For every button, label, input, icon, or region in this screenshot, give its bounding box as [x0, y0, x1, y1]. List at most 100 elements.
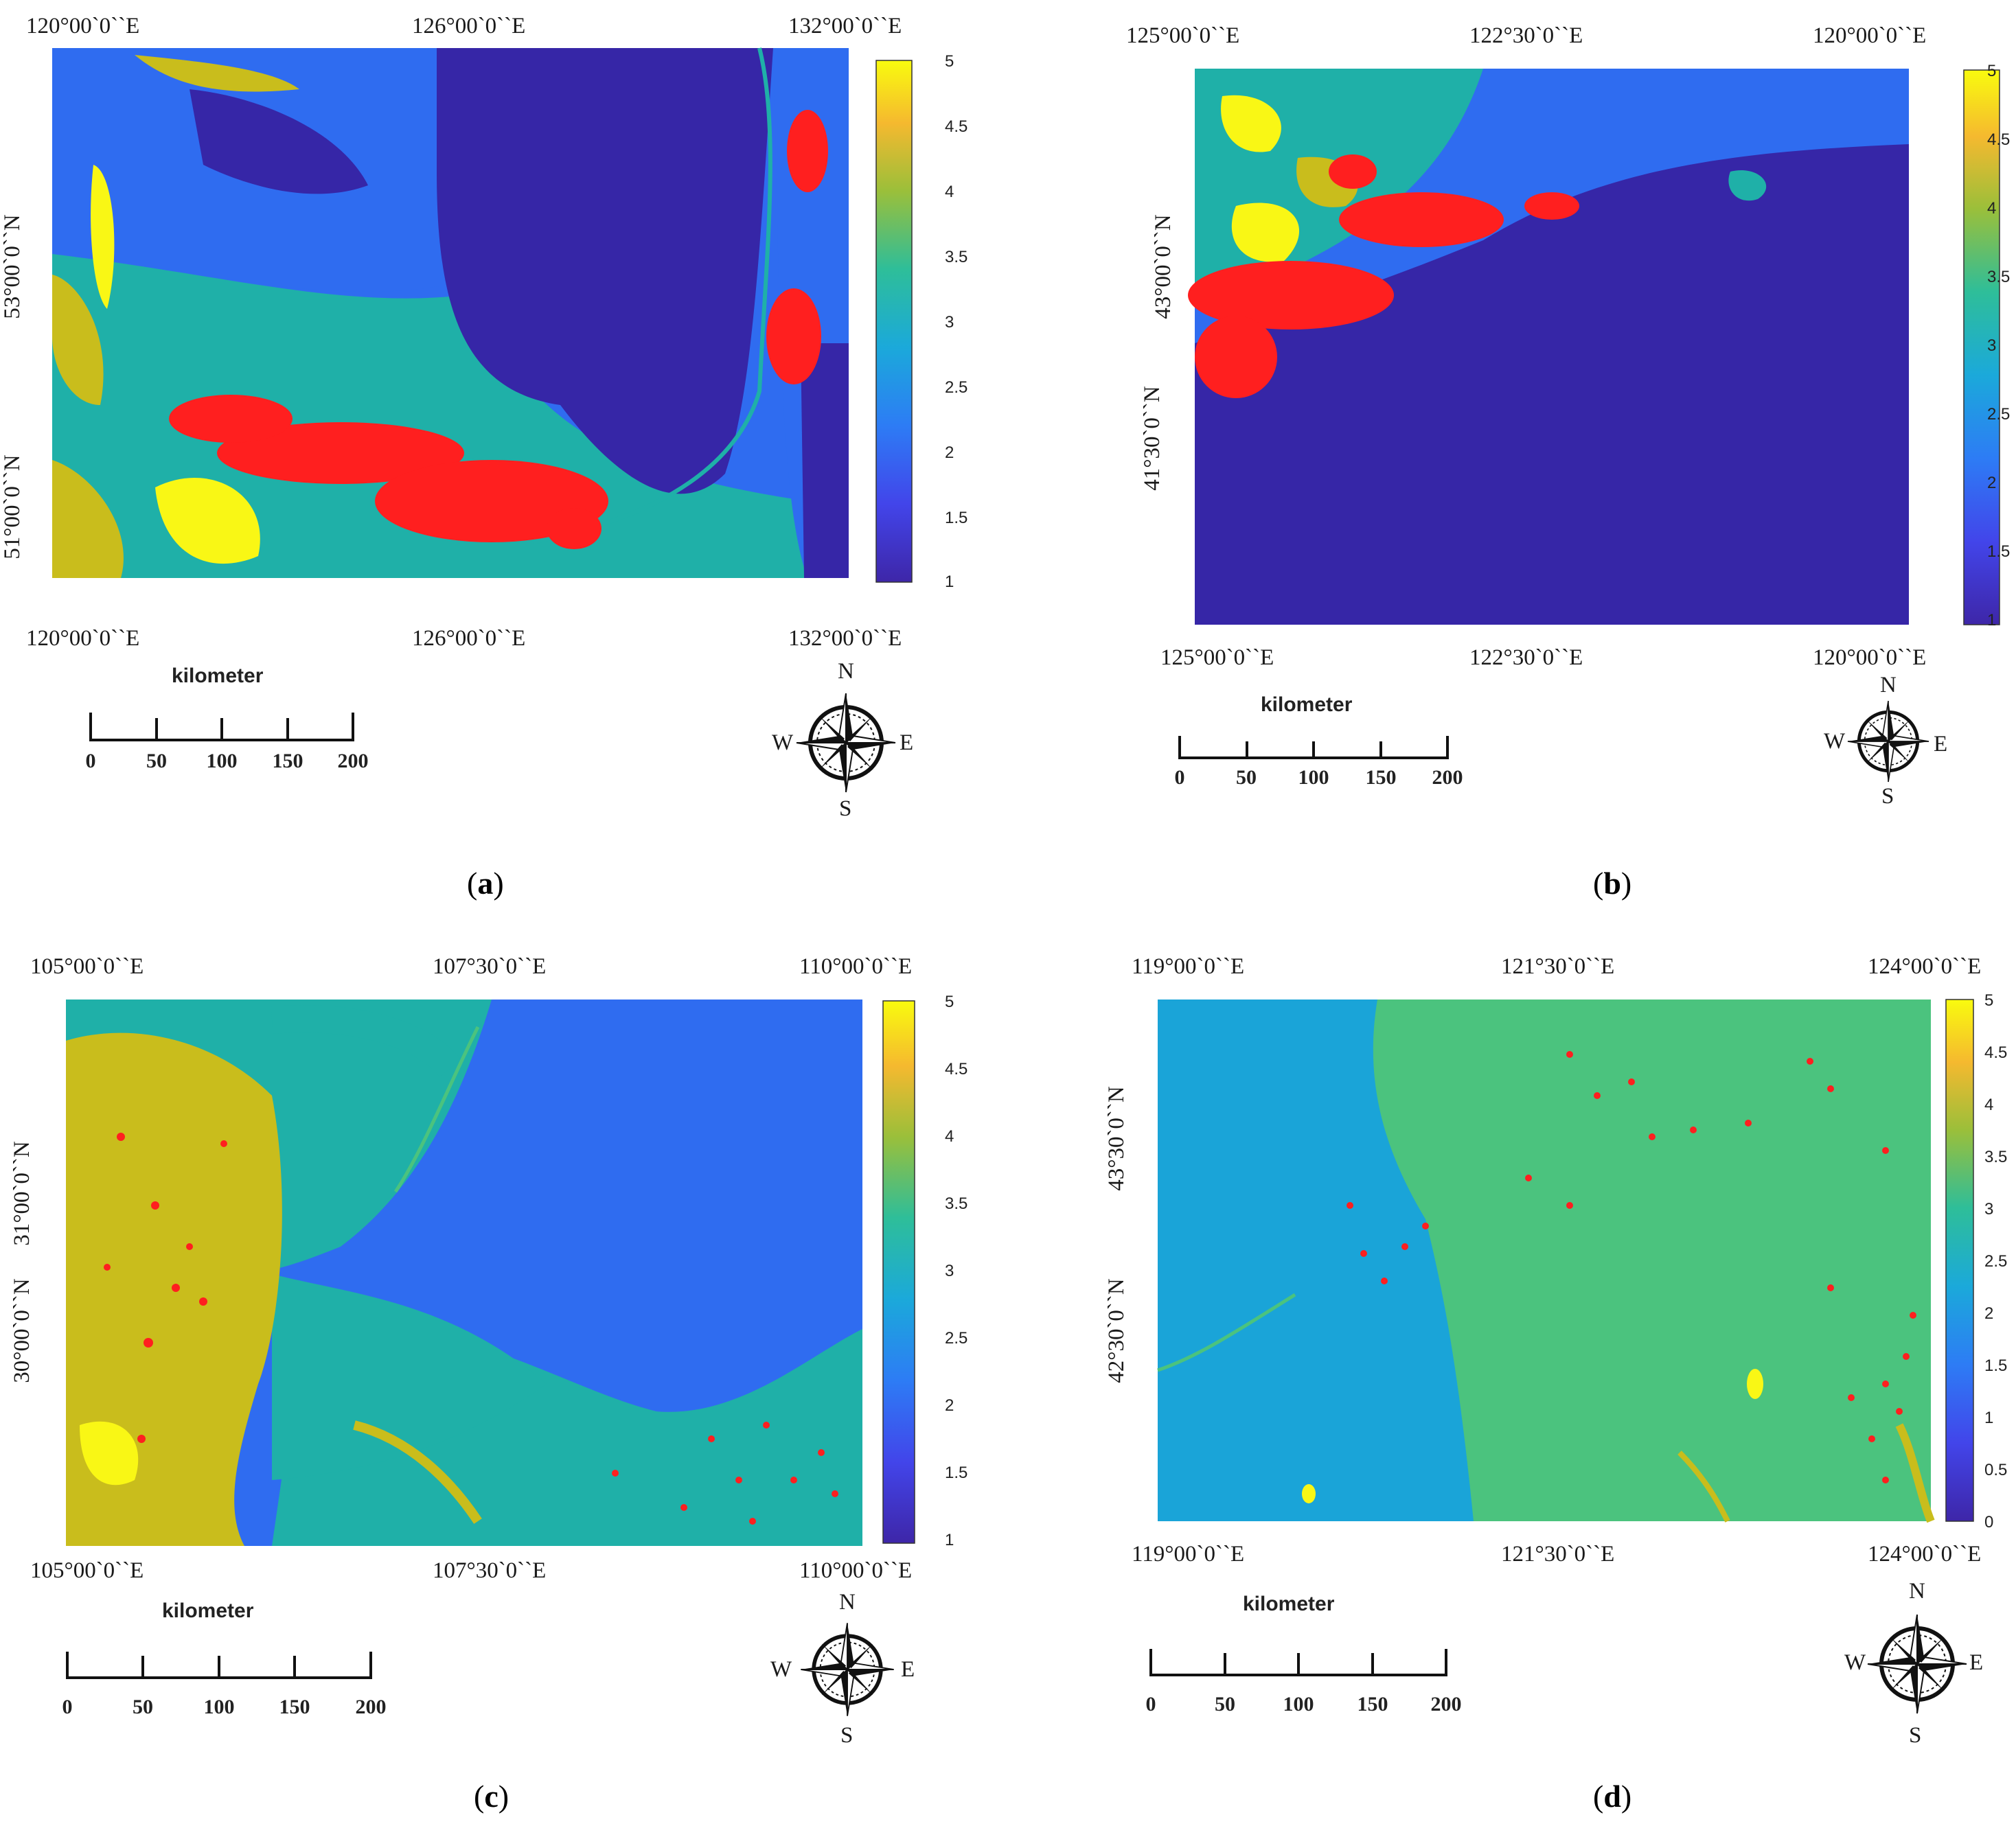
lat-label: 41°30`0``N: [1139, 386, 1165, 491]
colorbar-tick: 4.5: [945, 1060, 968, 1078]
scale-unit-label: kilometer: [1243, 1593, 1335, 1615]
scale-tick: 50: [133, 1696, 153, 1718]
colorbar-tick: 2.5: [945, 1329, 968, 1348]
compass-n: N: [1909, 1579, 1925, 1604]
raster-map-b: [1188, 69, 1909, 625]
lon-top-label: 125°00`0``E: [1126, 23, 1240, 48]
compass-rose-icon: [1917, 1664, 1918, 1665]
colorbar-tick: 3: [945, 1262, 954, 1280]
lon-top-label: 124°00`0``E: [1868, 954, 1982, 979]
scale-tick: 200: [337, 750, 369, 772]
scale-tick: 150: [272, 750, 303, 772]
colorbar-tick: 2.5: [945, 378, 968, 397]
lat-label: 31°00`0``N: [9, 1141, 34, 1246]
colorbar-tick: 3: [1987, 336, 1997, 355]
lon-top-label: 126°00`0``E: [412, 14, 526, 38]
colorbar-tick: 1: [945, 1531, 954, 1549]
lon-bottom-label: 107°30`0``E: [433, 1558, 547, 1583]
scale-bar: [1149, 1649, 1447, 1676]
scale-bar: [1178, 736, 1449, 759]
raster-map-a: [52, 47, 849, 578]
lat-label: 53°00`0``N: [0, 214, 25, 319]
compass-s: S: [839, 796, 852, 821]
colorbar-tick: 0.5: [1984, 1461, 2008, 1479]
raster-map-d: [1157, 1000, 1935, 1523]
scale-tick: 50: [1236, 766, 1257, 789]
lon-top-label: 105°00`0``E: [30, 954, 144, 979]
colorbar-tick: 4.5: [945, 117, 968, 136]
scale-tick: 150: [1365, 766, 1397, 789]
colorbar-tick: 1.5: [945, 1464, 968, 1482]
compass-w: W: [1844, 1650, 1866, 1675]
lat-label: 30°00`0``N: [9, 1278, 34, 1383]
compass-rose-icon: [1888, 741, 1889, 742]
lon-top-label: 110°00`0``E: [799, 954, 913, 979]
compass-s: S: [840, 1723, 854, 1748]
compass-e: E: [900, 730, 914, 755]
scale-tick: 100: [1283, 1693, 1314, 1715]
lon-bottom-label: 110°00`0``E: [799, 1558, 913, 1583]
scale-bar: [89, 713, 354, 741]
scale-unit-label: kilometer: [162, 1599, 254, 1622]
scale-tick: 150: [1357, 1693, 1388, 1715]
colorbar-tick: 3.5: [1987, 268, 2011, 286]
lon-top-label: 120°00`0``E: [26, 14, 140, 38]
colorbar-tick: 3.5: [945, 248, 968, 266]
colorbar-tick: 4: [1984, 1096, 1994, 1114]
colorbar-tick: 4: [1987, 199, 1997, 218]
colorbar-tick: 1.5: [945, 509, 968, 527]
scale-tick: 200: [355, 1696, 387, 1718]
colorbar-tick: 4: [945, 183, 954, 201]
lon-bottom-label: 124°00`0``E: [1868, 1542, 1982, 1567]
colorbar-d: [1945, 999, 1974, 1522]
lon-bottom-label: 126°00`0``E: [412, 626, 526, 651]
colorbar-tick: 2.5: [1987, 405, 2011, 424]
colorbar-tick: 4: [945, 1127, 954, 1146]
scale-tick: 0: [85, 750, 96, 772]
colorbar-tick: 1.5: [1987, 542, 2011, 561]
lon-bottom-label: 121°30`0``E: [1501, 1542, 1615, 1567]
lon-bottom-label: 105°00`0``E: [30, 1558, 144, 1583]
compass-s: S: [1881, 784, 1894, 809]
colorbar-tick: 1: [1987, 611, 1997, 629]
lat-label: 42°30`0``N: [1103, 1278, 1129, 1383]
scale-tick: 100: [206, 750, 238, 772]
scale-unit-label: kilometer: [1261, 693, 1353, 716]
colorbar-tick: 3.5: [945, 1194, 968, 1213]
lon-bottom-label: 125°00`0``E: [1160, 645, 1274, 670]
colorbar-tick: 1: [945, 573, 954, 591]
colorbar-tick: 5: [1984, 991, 1994, 1010]
raster-map-c: [66, 1000, 862, 1546]
compass-e: E: [1934, 732, 1948, 756]
lat-label: 51°00`0``N: [0, 454, 25, 559]
compass-n: N: [839, 1590, 856, 1615]
lon-top-label: 132°00`0``E: [788, 14, 902, 38]
scale-tick: 200: [1430, 1693, 1462, 1715]
compass-s: S: [1909, 1723, 1922, 1748]
scale-tick: 0: [62, 1696, 73, 1718]
colorbar-tick: 1: [1984, 1409, 1994, 1427]
scale-bar: [66, 1652, 372, 1679]
lon-bottom-label: 122°30`0``E: [1469, 645, 1583, 670]
caption-d: (d): [1593, 1779, 1632, 1814]
lon-bottom-label: 120°00`0``E: [26, 626, 140, 651]
colorbar-tick: 3.5: [1984, 1148, 2008, 1166]
lon-bottom-label: 120°00`0``E: [1813, 645, 1927, 670]
lon-top-label: 119°00`0``E: [1132, 954, 1245, 979]
colorbar-tick: 2: [1987, 474, 1997, 492]
scale-tick: 100: [1298, 766, 1329, 789]
lon-top-label: 121°30`0``E: [1501, 954, 1615, 979]
colorbar-tick: 4.5: [1987, 130, 2011, 149]
colorbar-tick: 2: [1984, 1304, 1994, 1323]
colorbar-tick: 5: [945, 52, 954, 71]
compass-w: W: [770, 1657, 792, 1682]
colorbar-b: [1963, 69, 2000, 625]
colorbar-c: [882, 1000, 915, 1544]
colorbar-tick: 2: [945, 443, 954, 462]
colorbar-tick: 5: [1987, 62, 1997, 80]
colorbar-tick: 5: [945, 993, 954, 1011]
caption-c: (c): [474, 1779, 509, 1814]
colorbar-tick: 3: [945, 313, 954, 332]
compass-w: W: [772, 730, 794, 755]
lon-top-label: 107°30`0``E: [433, 954, 547, 979]
